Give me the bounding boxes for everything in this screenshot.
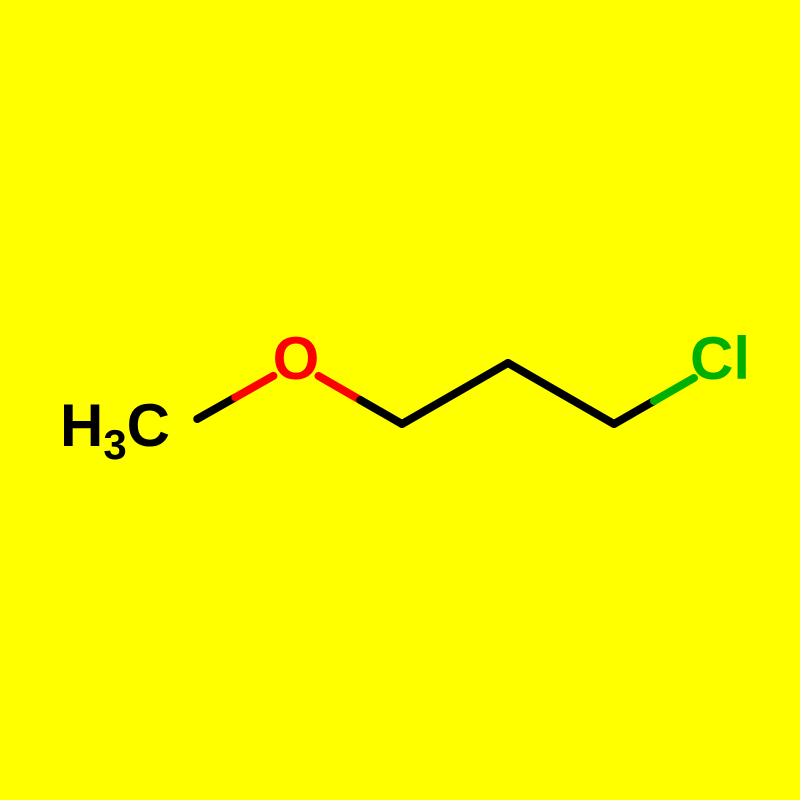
- canvas-background: [0, 0, 800, 800]
- chlorine-label: Cl: [690, 325, 750, 392]
- oxygen-label: O: [273, 325, 320, 392]
- molecule-canvas: H3COCl: [0, 0, 800, 800]
